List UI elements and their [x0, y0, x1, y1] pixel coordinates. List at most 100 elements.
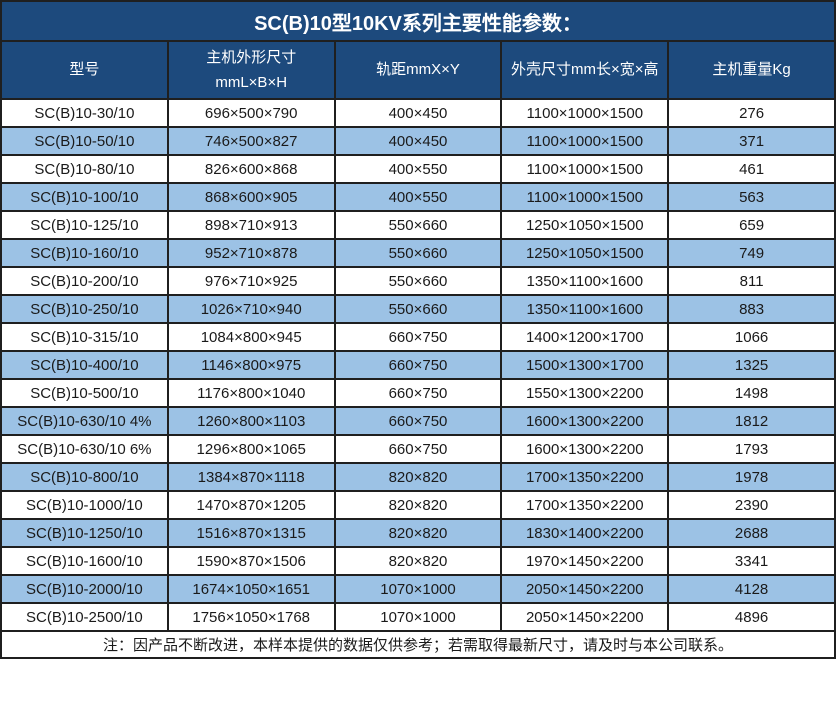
- cell: 660×750: [333, 406, 503, 436]
- cell: 1070×1000: [333, 574, 503, 604]
- table-row: SC(B)10-500/10 1176×800×1040 660×750 1550×1…: [0, 378, 836, 408]
- cell: 4896: [667, 602, 836, 632]
- column-header: 主机外形尺寸 mmL×B×H: [166, 40, 336, 100]
- cell: 550×660: [333, 210, 503, 240]
- column-header-line: mmL×B×H: [215, 74, 288, 91]
- cell: 1970×1450×2200: [500, 546, 670, 576]
- cell: 1350×1100×1600: [500, 294, 670, 324]
- cell: 1296×800×1065: [166, 434, 336, 464]
- table-row: SC(B)10-2000/10 1674×1050×1651 1070×1000 20…: [0, 574, 836, 604]
- cell: SC(B)10-100/10: [0, 182, 169, 212]
- table-row: SC(B)10-400/10 1146×800×975 660×750 1500×13…: [0, 350, 836, 380]
- cell: SC(B)10-800/10: [0, 462, 169, 492]
- cell: SC(B)10-2000/10: [0, 574, 169, 604]
- cell: 1793: [667, 434, 836, 464]
- page-title: SC(B)10型10KV系列主要性能参数：: [0, 0, 836, 42]
- table-row: SC(B)10-160/10 952×710×878 550×660 1250×105…: [0, 238, 836, 268]
- cell: SC(B)10-200/10: [0, 266, 169, 296]
- cell: SC(B)10-500/10: [0, 378, 169, 408]
- cell: 1700×1350×2200: [500, 462, 670, 492]
- cell: 1400×1200×1700: [500, 322, 670, 352]
- cell: 1590×870×1506: [166, 546, 336, 576]
- table-row: SC(B)10-800/10 1384×870×1118 820×820 1700×1…: [0, 462, 836, 492]
- cell: SC(B)10-630/10 4%: [0, 406, 169, 436]
- table-row: SC(B)10-200/10 976×710×925 550×660 1350×110…: [0, 266, 836, 296]
- table-row: SC(B)10-80/10 826×600×868 400×550 1100×1000…: [0, 154, 836, 184]
- column-header-line: 轨距mmX×Y: [376, 61, 460, 79]
- cell: 976×710×925: [166, 266, 336, 296]
- table-row: SC(B)10-315/10 1084×800×945 660×750 1400×12…: [0, 322, 836, 352]
- spec-table: SC(B)10型10KV系列主要性能参数： 型号 主机外形尺寸 mmL×B×H 轨距m…: [0, 0, 836, 659]
- cell: 820×820: [333, 518, 503, 548]
- cell: 1146×800×975: [166, 350, 336, 380]
- cell: 400×550: [333, 154, 503, 184]
- column-header: 外壳尺寸mm长×宽×高: [500, 40, 670, 100]
- cell: 563: [667, 182, 836, 212]
- cell: 4128: [667, 574, 836, 604]
- table-row: SC(B)10-250/10 1026×710×940 550×660 1350×11…: [0, 294, 836, 324]
- cell: 1325: [667, 350, 836, 380]
- cell: 2050×1450×2200: [500, 602, 670, 632]
- cell: 1176×800×1040: [166, 378, 336, 408]
- cell: 276: [667, 98, 836, 128]
- cell: 1700×1350×2200: [500, 490, 670, 520]
- cell: 2390: [667, 490, 836, 520]
- cell: 461: [667, 154, 836, 184]
- title-row: SC(B)10型10KV系列主要性能参数：: [0, 0, 836, 42]
- cell: 1516×870×1315: [166, 518, 336, 548]
- cell: 1500×1300×1700: [500, 350, 670, 380]
- cell: 1470×870×1205: [166, 490, 336, 520]
- cell: 952×710×878: [166, 238, 336, 268]
- cell: 1550×1300×2200: [500, 378, 670, 408]
- table-row: SC(B)10-125/10 898×710×913 550×660 1250×105…: [0, 210, 836, 240]
- cell: SC(B)10-250/10: [0, 294, 169, 324]
- table-row: SC(B)10-2500/10 1756×1050×1768 1070×1000 20…: [0, 602, 836, 632]
- table-row: SC(B)10-100/10 868×600×905 400×550 1100×100…: [0, 182, 836, 212]
- cell: 1350×1100×1600: [500, 266, 670, 296]
- column-header-line: 外壳尺寸mm长×宽×高: [511, 61, 659, 79]
- cell: 826×600×868: [166, 154, 336, 184]
- cell: 550×660: [333, 238, 503, 268]
- cell: 749: [667, 238, 836, 268]
- cell: SC(B)10-2500/10: [0, 602, 169, 632]
- table-row: SC(B)10-630/10 4% 1260×800×1103 660×750 160…: [0, 406, 836, 436]
- cell: 1600×1300×2200: [500, 434, 670, 464]
- cell: 1498: [667, 378, 836, 408]
- cell: 660×750: [333, 322, 503, 352]
- cell: 1600×1300×2200: [500, 406, 670, 436]
- cell: SC(B)10-160/10: [0, 238, 169, 268]
- cell: 3341: [667, 546, 836, 576]
- cell: SC(B)10-315/10: [0, 322, 169, 352]
- cell: 400×450: [333, 126, 503, 156]
- table-body: SC(B)10-30/10 696×500×790 400×450 1100×1000…: [0, 98, 836, 632]
- cell: 1100×1000×1500: [500, 182, 670, 212]
- cell: 820×820: [333, 546, 503, 576]
- cell: 696×500×790: [166, 98, 336, 128]
- cell: 820×820: [333, 490, 503, 520]
- cell: 1250×1050×1500: [500, 238, 670, 268]
- note-row: 注：因产品不断改进，本样本提供的数据仅供参考；若需取得最新尺寸，请及时与本公司联…: [0, 630, 836, 659]
- cell: SC(B)10-30/10: [0, 98, 169, 128]
- table-row: SC(B)10-1600/10 1590×870×1506 820×820 1970×…: [0, 546, 836, 576]
- cell: 400×550: [333, 182, 503, 212]
- cell: SC(B)10-1600/10: [0, 546, 169, 576]
- cell: SC(B)10-125/10: [0, 210, 169, 240]
- cell: SC(B)10-50/10: [0, 126, 169, 156]
- table-row: SC(B)10-630/10 6% 1296×800×1065 660×750 160…: [0, 434, 836, 464]
- cell: 660×750: [333, 434, 503, 464]
- cell: 400×450: [333, 98, 503, 128]
- cell: 883: [667, 294, 836, 324]
- cell: SC(B)10-1250/10: [0, 518, 169, 548]
- cell: 1100×1000×1500: [500, 126, 670, 156]
- cell: 1026×710×940: [166, 294, 336, 324]
- cell: 2050×1450×2200: [500, 574, 670, 604]
- cell: 1978: [667, 462, 836, 492]
- cell: 550×660: [333, 294, 503, 324]
- table-row: SC(B)10-1250/10 1516×870×1315 820×820 1830×…: [0, 518, 836, 548]
- cell: 746×500×827: [166, 126, 336, 156]
- cell: 2688: [667, 518, 836, 548]
- table-row: SC(B)10-50/10 746×500×827 400×450 1100×1000…: [0, 126, 836, 156]
- cell: 1756×1050×1768: [166, 602, 336, 632]
- cell: SC(B)10-1000/10: [0, 490, 169, 520]
